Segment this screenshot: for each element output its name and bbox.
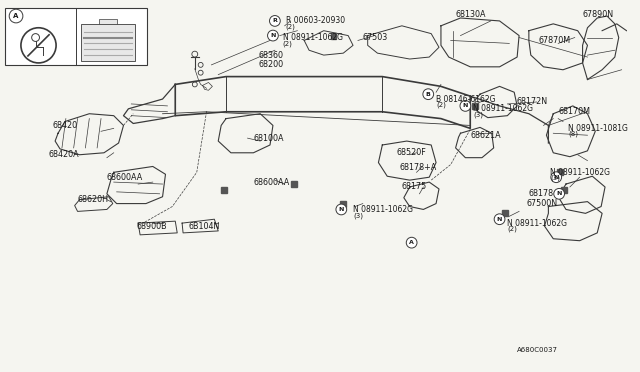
Text: 67890N: 67890N bbox=[582, 10, 614, 19]
Bar bbox=[340, 201, 346, 206]
Text: 68175: 68175 bbox=[402, 183, 427, 192]
Bar bbox=[331, 33, 337, 39]
Circle shape bbox=[269, 16, 280, 26]
Text: N 08911-1062G: N 08911-1062G bbox=[550, 168, 611, 177]
Bar bbox=[291, 181, 298, 187]
Text: 68200: 68200 bbox=[259, 60, 284, 69]
Text: 98591M: 98591M bbox=[26, 12, 56, 20]
Text: 68600AA: 68600AA bbox=[253, 177, 290, 187]
Text: R: R bbox=[273, 19, 277, 23]
Text: (8): (8) bbox=[568, 131, 578, 138]
Text: 68172N: 68172N bbox=[516, 97, 547, 106]
Bar bbox=[502, 211, 508, 216]
Text: 67503: 67503 bbox=[363, 33, 388, 42]
Text: 68170M: 68170M bbox=[558, 107, 590, 116]
Text: N: N bbox=[339, 207, 344, 212]
Circle shape bbox=[336, 204, 347, 215]
Text: N 08911-1081G: N 08911-1081G bbox=[568, 124, 628, 133]
Bar bbox=[81, 24, 135, 61]
Bar bbox=[99, 19, 116, 24]
Circle shape bbox=[9, 9, 23, 23]
Circle shape bbox=[551, 172, 561, 183]
Text: (2): (2) bbox=[285, 23, 296, 30]
Circle shape bbox=[494, 214, 505, 225]
Text: 98591MA: 98591MA bbox=[81, 12, 118, 20]
Text: N 08911-1062G: N 08911-1062G bbox=[283, 33, 342, 42]
Bar bbox=[557, 169, 563, 175]
Text: [0297-   ]: [0297- ] bbox=[84, 21, 113, 26]
Text: N: N bbox=[463, 103, 468, 108]
Text: B 08146-6162G: B 08146-6162G bbox=[436, 94, 495, 103]
Text: 6B104N: 6B104N bbox=[189, 222, 220, 231]
Bar bbox=[472, 103, 478, 109]
Text: 68178+A: 68178+A bbox=[400, 163, 437, 172]
Circle shape bbox=[423, 89, 434, 100]
Bar bbox=[221, 187, 227, 193]
Text: N: N bbox=[497, 217, 502, 222]
Circle shape bbox=[554, 189, 564, 199]
Text: N: N bbox=[270, 33, 276, 38]
Bar bbox=[561, 187, 567, 193]
Text: N: N bbox=[554, 175, 559, 180]
Text: 68620H: 68620H bbox=[77, 195, 109, 204]
Text: (2): (2) bbox=[508, 226, 517, 232]
Text: 68420: 68420 bbox=[52, 121, 77, 130]
Text: N: N bbox=[556, 191, 562, 196]
Text: 68621A: 68621A bbox=[470, 131, 501, 140]
Text: (2): (2) bbox=[436, 102, 446, 108]
Text: 68100A: 68100A bbox=[253, 134, 284, 142]
Text: R 00603-20930: R 00603-20930 bbox=[285, 16, 345, 25]
Text: 67500N: 67500N bbox=[527, 199, 558, 208]
Text: N 08911-1062G: N 08911-1062G bbox=[473, 104, 533, 113]
Text: N 08911-1062G: N 08911-1062G bbox=[353, 205, 413, 214]
Text: 68360: 68360 bbox=[259, 51, 284, 60]
Text: 68130A: 68130A bbox=[456, 10, 486, 19]
Text: (3): (3) bbox=[473, 112, 483, 118]
Text: (3): (3) bbox=[353, 212, 363, 219]
Text: A: A bbox=[13, 13, 19, 19]
Text: 68178: 68178 bbox=[529, 189, 554, 198]
Text: A680C0037: A680C0037 bbox=[517, 347, 558, 353]
Circle shape bbox=[268, 30, 278, 41]
Text: 68600AA: 68600AA bbox=[107, 173, 143, 182]
Text: (3): (3) bbox=[550, 175, 561, 182]
Bar bbox=[5, 8, 147, 65]
Text: [0396-0397]: [0396-0397] bbox=[23, 21, 61, 26]
Text: B: B bbox=[426, 92, 431, 97]
Text: 68520F: 68520F bbox=[397, 148, 427, 157]
Circle shape bbox=[406, 237, 417, 248]
Text: (2): (2) bbox=[283, 40, 292, 46]
Text: A: A bbox=[409, 240, 414, 245]
Text: 68420A: 68420A bbox=[48, 150, 79, 159]
Text: 68900B: 68900B bbox=[136, 222, 167, 231]
Circle shape bbox=[460, 100, 471, 111]
Text: N 08911-1062G: N 08911-1062G bbox=[508, 219, 568, 228]
Text: 67870M: 67870M bbox=[539, 36, 571, 45]
